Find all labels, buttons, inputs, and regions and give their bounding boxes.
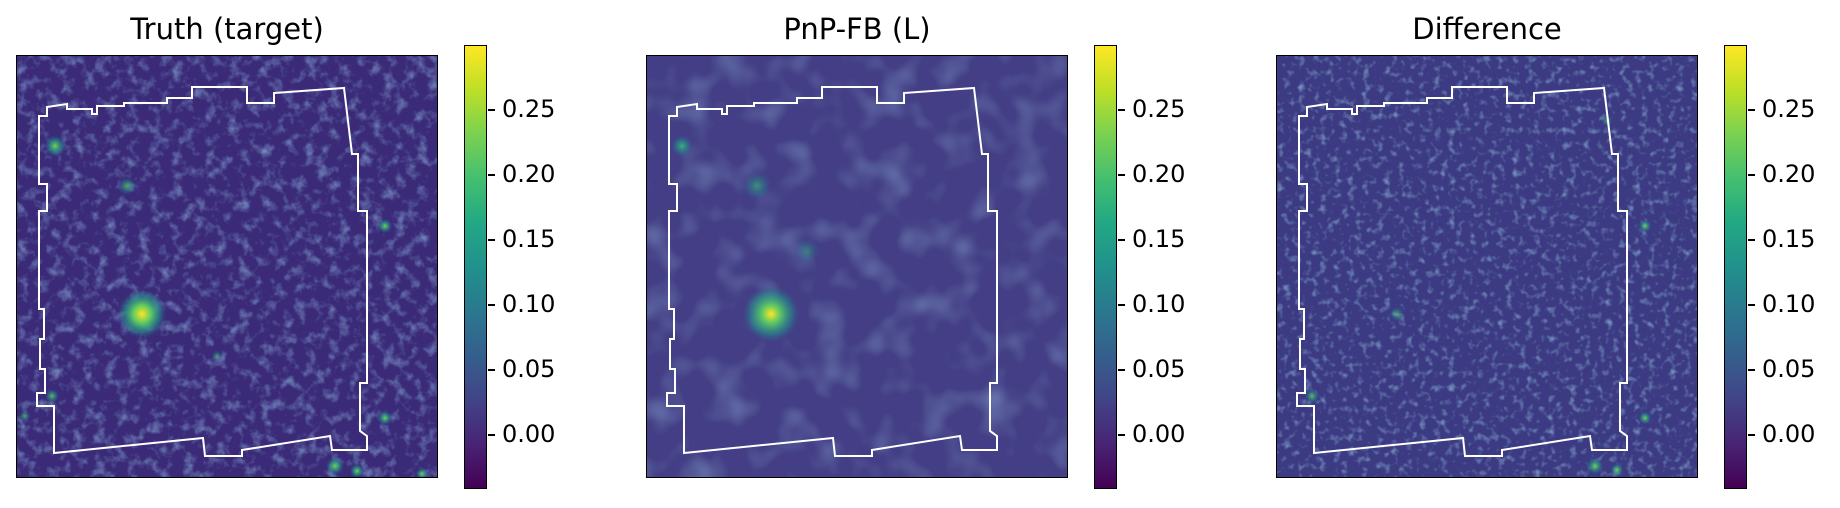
reconstruction-map — [647, 56, 1067, 477]
colorbar-tick-label: 0.00 — [502, 420, 556, 448]
colorbar-tick-label: 0.20 — [1762, 160, 1816, 188]
colorbar-tick-label: 0.00 — [1132, 420, 1186, 448]
colorbar-tick-label: 0.20 — [502, 160, 556, 188]
colorbar: 0.25 0.20 0.15 0.10 0.05 0.00 — [464, 45, 555, 489]
colorbar-tick-label: 0.15 — [1132, 225, 1186, 253]
panel-title: Truth (target) — [130, 12, 324, 46]
colorbar-tick-label: 0.05 — [502, 355, 556, 383]
colorbar-tick-label: 0.25 — [502, 95, 556, 123]
colorbar-tick-label: 0.10 — [1762, 290, 1816, 318]
colorbar: 0.25 0.20 0.15 0.10 0.05 0.00 — [1094, 45, 1185, 489]
footprint-outline — [666, 86, 998, 457]
colorbar-tick-label: 0.05 — [1132, 355, 1186, 383]
colorbar: 0.25 0.20 0.15 0.10 0.05 0.00 — [1724, 45, 1815, 489]
panel-pnp-fb: PnP-FB (L) — [630, 0, 1230, 508]
colorbar-tick-label: 0.15 — [1762, 225, 1816, 253]
colorbar-tick-label: 0.00 — [1762, 420, 1816, 448]
truth-map — [17, 56, 437, 477]
colorbar-tick-label: 0.15 — [502, 225, 556, 253]
colorbar-tick-label: 0.10 — [1132, 290, 1186, 318]
colorbar-tick-label: 0.20 — [1132, 160, 1186, 188]
panel-truth: Truth (target) — [0, 0, 600, 508]
footprint-outline — [1296, 86, 1628, 457]
colorbar-tick-label: 0.25 — [1762, 95, 1816, 123]
colorbar-tick-label: 0.05 — [1762, 355, 1816, 383]
colorbar-tick-label: 0.10 — [502, 290, 556, 318]
panel-difference: Difference — [1260, 0, 1840, 508]
difference-map — [1277, 56, 1697, 477]
colorbar-tick-label: 0.25 — [1132, 95, 1186, 123]
panel-title: PnP-FB (L) — [783, 12, 931, 46]
sky-map-image — [646, 55, 1068, 478]
sky-map-image — [16, 55, 438, 478]
footprint-outline — [36, 86, 368, 457]
panel-title: Difference — [1412, 12, 1562, 46]
sky-map-image — [1276, 55, 1698, 478]
